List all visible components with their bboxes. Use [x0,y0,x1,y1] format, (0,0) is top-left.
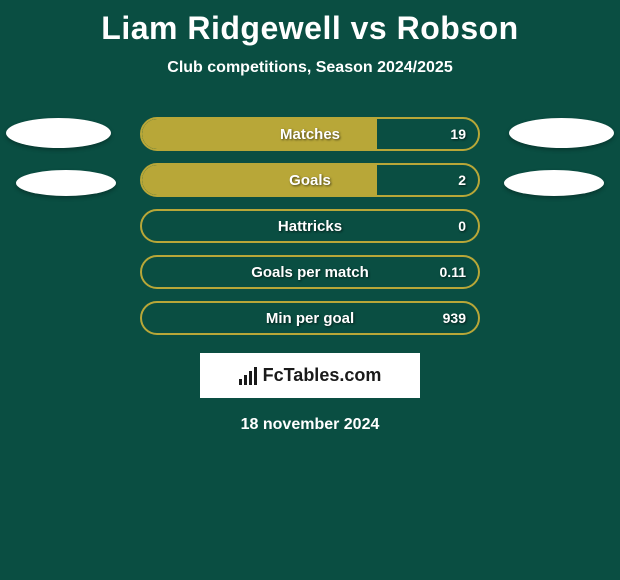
date-text: 18 november 2024 [0,416,620,434]
subtitle: Club competitions, Season 2024/2025 [0,59,620,77]
stat-row-content: Matches [142,119,478,149]
stat-row-content: Goals per match [142,257,478,287]
stat-label: Min per goal [266,310,354,327]
stats-area: Matches 19 Goals 2 Hattricks 0 [0,117,620,434]
stat-row: Matches 19 [140,117,480,151]
stat-row: Hattricks 0 [140,209,480,243]
bar-chart-icon [239,367,257,385]
page-title: Liam Ridgewell vs Robson [0,10,620,47]
stat-row: Min per goal 939 [140,301,480,335]
player-left-avatar-1 [6,118,111,148]
stat-row-content: Goals [142,165,478,195]
player-right-avatar-1 [509,118,614,148]
brand-box: FcTables.com [200,353,420,398]
stat-value: 0 [458,218,466,234]
stat-label: Hattricks [278,218,342,235]
stat-label: Matches [280,126,340,143]
brand-text: FcTables.com [263,365,382,386]
stat-row: Goals 2 [140,163,480,197]
stat-value: 2 [458,172,466,188]
stat-row: Goals per match 0.11 [140,255,480,289]
stat-label: Goals [289,172,331,189]
comparison-panel: Liam Ridgewell vs Robson Club competitio… [0,0,620,434]
player-left-avatar-2 [16,170,116,196]
stat-value: 0.11 [440,264,466,280]
stat-value: 19 [450,126,466,142]
stat-row-content: Min per goal [142,303,478,333]
stat-rows: Matches 19 Goals 2 Hattricks 0 [140,117,480,335]
stat-value: 939 [443,310,466,326]
stat-label: Goals per match [251,264,369,281]
stat-row-content: Hattricks [142,211,478,241]
player-right-avatar-2 [504,170,604,196]
